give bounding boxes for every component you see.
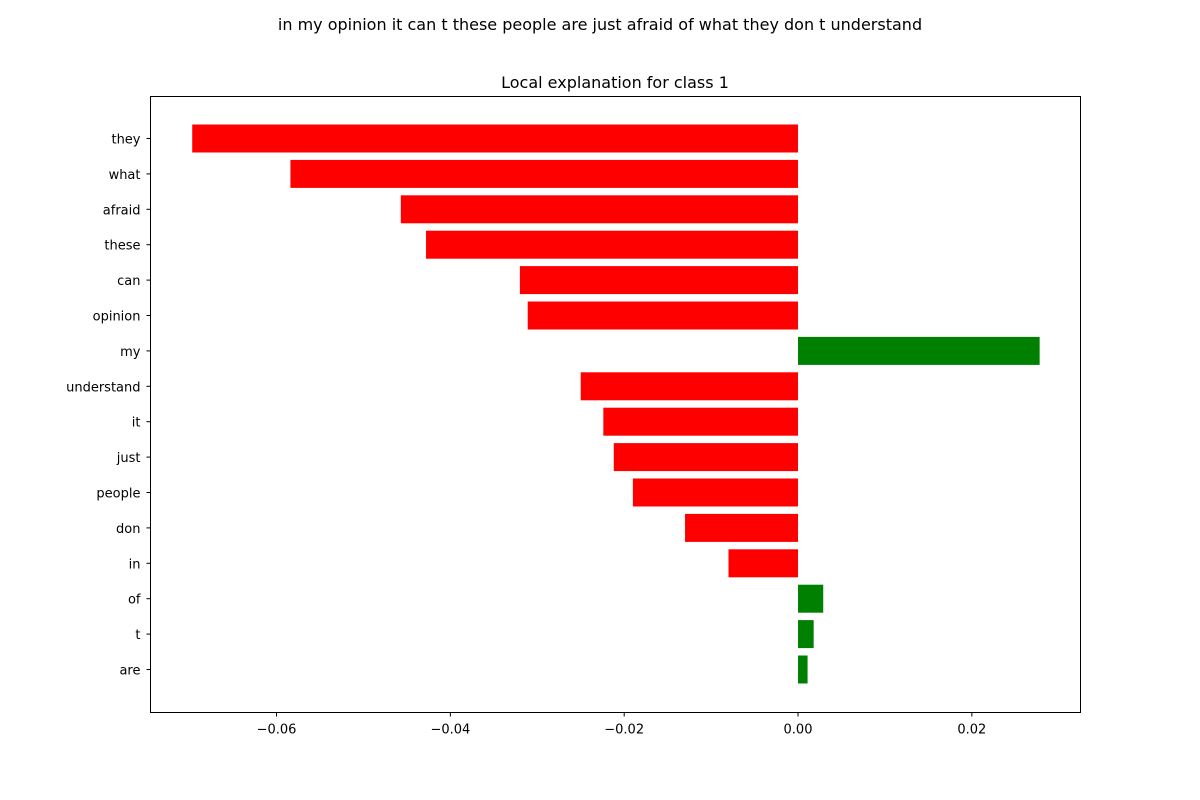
x-tick-label: −0.06	[257, 723, 297, 738]
y-tick-label-opinion: opinion	[93, 310, 141, 325]
y-tick-label-of: of	[128, 593, 141, 608]
bar-they	[192, 124, 799, 153]
y-tick-label-understand: understand	[66, 380, 140, 395]
y-tick-label-people: people	[96, 487, 140, 502]
y-tick-label-these: these	[104, 239, 140, 254]
bar-it	[603, 407, 799, 436]
bars	[192, 124, 1040, 684]
bar-can	[519, 266, 799, 295]
y-tick-label-don: don	[116, 522, 140, 537]
bar-people	[632, 478, 799, 507]
y-tick-label-can: can	[117, 274, 140, 289]
y-tick-label-in: in	[129, 557, 141, 572]
plot-frame	[150, 96, 1081, 713]
y-tick-label-what: what	[109, 168, 141, 183]
x-tick-label: −0.02	[604, 723, 644, 738]
bar-are	[798, 655, 808, 684]
chart-title: Local explanation for class 1	[501, 73, 729, 92]
x-tick-label: −0.04	[430, 723, 470, 738]
x-tick-label: 0.00	[784, 723, 813, 738]
bar-what	[290, 159, 799, 188]
bar-afraid	[400, 195, 799, 224]
bar-don	[685, 513, 799, 542]
x-tick-label: 0.02	[957, 723, 986, 738]
figure-suptitle: in my opinion it can t these people are …	[278, 15, 922, 34]
bar-understand	[580, 372, 799, 401]
y-tick-label-my: my	[120, 345, 141, 360]
bar-of	[798, 584, 824, 613]
y-tick-label-they: they	[111, 133, 140, 148]
x-axis-ticks: −0.06 −0.04 −0.02 0.00 0.02	[257, 712, 986, 738]
bar-just	[613, 443, 799, 472]
y-tick-label-just: just	[116, 451, 141, 466]
bar-these	[426, 230, 799, 259]
y-tick-label-are: are	[119, 664, 140, 679]
y-tick-label-t: t	[135, 628, 140, 643]
y-tick-label-it: it	[132, 416, 141, 431]
bar-in	[728, 549, 799, 578]
bar-opinion	[527, 301, 799, 330]
y-tick-label-afraid: afraid	[103, 203, 141, 218]
bar-my	[798, 336, 1040, 365]
y-axis-ticks: they what afraid these can opinion my understan…	[66, 133, 151, 679]
bar-t	[798, 620, 814, 649]
